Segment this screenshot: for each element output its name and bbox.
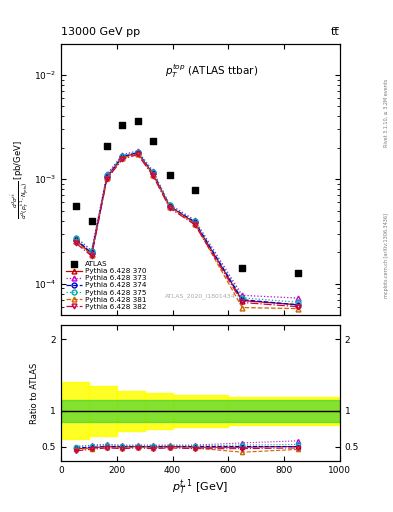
Pythia 6.428 373: [167, 201, 172, 207]
Pythia 6.428 373: [296, 295, 301, 301]
ATLAS: [119, 121, 125, 129]
Legend: ATLAS, Pythia 6.428 370, Pythia 6.428 373, Pythia 6.428 374, Pythia 6.428 375, P: ATLAS, Pythia 6.428 370, Pythia 6.428 37…: [64, 260, 148, 311]
ATLAS: [104, 141, 110, 150]
Pythia 6.428 375: [296, 299, 301, 305]
ATLAS: [295, 269, 301, 278]
Pythia 6.428 374: [74, 237, 79, 243]
Pythia 6.428 374: [135, 150, 140, 156]
Text: Rivet 3.1.10, ≥ 3.2M events: Rivet 3.1.10, ≥ 3.2M events: [384, 78, 389, 147]
ATLAS: [167, 171, 173, 179]
Pythia 6.428 374: [151, 170, 155, 176]
Line: Pythia 6.428 370: Pythia 6.428 370: [74, 150, 301, 307]
Pythia 6.428 381: [120, 155, 125, 161]
Pythia 6.428 381: [105, 175, 109, 181]
Line: Pythia 6.428 381: Pythia 6.428 381: [74, 151, 301, 311]
Pythia 6.428 381: [167, 204, 172, 210]
Pythia 6.428 373: [151, 168, 155, 174]
Bar: [61, 400, 340, 421]
Text: mcplots.cern.ch [arXiv:1306.3436]: mcplots.cern.ch [arXiv:1306.3436]: [384, 214, 389, 298]
Pythia 6.428 381: [240, 305, 244, 311]
Text: $p_T^{top}$ (ATLAS ttbar): $p_T^{top}$ (ATLAS ttbar): [165, 62, 258, 80]
Pythia 6.428 374: [240, 296, 244, 303]
Y-axis label: Ratio to ATLAS: Ratio to ATLAS: [30, 362, 39, 423]
Text: 13000 GeV pp: 13000 GeV pp: [61, 27, 140, 37]
Pythia 6.428 382: [296, 304, 301, 310]
Pythia 6.428 370: [74, 238, 79, 244]
Pythia 6.428 374: [89, 250, 94, 256]
Pythia 6.428 370: [193, 220, 197, 226]
Pythia 6.428 373: [120, 152, 125, 158]
Pythia 6.428 373: [240, 292, 244, 298]
Pythia 6.428 382: [240, 300, 244, 306]
Pythia 6.428 375: [120, 153, 125, 159]
Text: ATLAS_2020_I1801434: ATLAS_2020_I1801434: [165, 293, 236, 298]
Pythia 6.428 382: [167, 205, 172, 211]
Line: Pythia 6.428 373: Pythia 6.428 373: [74, 148, 301, 301]
Pythia 6.428 370: [89, 251, 94, 257]
X-axis label: $p_T^{t,1}$ [GeV]: $p_T^{t,1}$ [GeV]: [172, 477, 229, 498]
Pythia 6.428 373: [105, 172, 109, 178]
Line: Pythia 6.428 382: Pythia 6.428 382: [74, 152, 301, 309]
ATLAS: [88, 217, 95, 225]
Pythia 6.428 382: [74, 241, 79, 247]
Pythia 6.428 382: [105, 176, 109, 182]
Pythia 6.428 375: [89, 248, 94, 254]
Line: Pythia 6.428 375: Pythia 6.428 375: [74, 150, 301, 305]
ATLAS: [239, 264, 245, 272]
Pythia 6.428 373: [74, 234, 79, 241]
Pythia 6.428 375: [167, 202, 172, 208]
Text: tt̅: tt̅: [331, 27, 340, 37]
Pythia 6.428 382: [120, 156, 125, 162]
Pythia 6.428 370: [135, 150, 140, 156]
Pythia 6.428 375: [105, 172, 109, 178]
Pythia 6.428 370: [167, 203, 172, 209]
Pythia 6.428 370: [296, 302, 301, 308]
Y-axis label: $\frac{d^2\sigma^{t\bar{t}}}{d^2(p_T^{t,1}\!\cdot\!N_\mathrm{jets})}$ [pb/GeV]: $\frac{d^2\sigma^{t\bar{t}}}{d^2(p_T^{t,…: [9, 140, 31, 219]
Line: Pythia 6.428 374: Pythia 6.428 374: [74, 150, 301, 307]
Pythia 6.428 381: [296, 306, 301, 312]
Pythia 6.428 381: [193, 221, 197, 227]
Pythia 6.428 381: [151, 172, 155, 178]
Pythia 6.428 382: [193, 222, 197, 228]
Pythia 6.428 382: [135, 152, 140, 158]
ATLAS: [150, 137, 156, 145]
Pythia 6.428 375: [240, 295, 244, 301]
Pythia 6.428 374: [120, 154, 125, 160]
Pythia 6.428 374: [296, 302, 301, 308]
Pythia 6.428 375: [74, 234, 79, 241]
Pythia 6.428 381: [74, 239, 79, 245]
ATLAS: [134, 117, 141, 125]
Pythia 6.428 375: [135, 148, 140, 155]
Pythia 6.428 370: [240, 297, 244, 304]
Pythia 6.428 374: [105, 174, 109, 180]
Pythia 6.428 381: [89, 252, 94, 258]
ATLAS: [73, 202, 79, 210]
ATLAS: [192, 186, 198, 195]
Pythia 6.428 373: [135, 148, 140, 154]
Pythia 6.428 374: [193, 219, 197, 225]
Pythia 6.428 375: [193, 218, 197, 224]
Pythia 6.428 382: [89, 253, 94, 259]
Pythia 6.428 374: [167, 203, 172, 209]
Pythia 6.428 375: [151, 169, 155, 175]
Pythia 6.428 373: [89, 247, 94, 253]
Pythia 6.428 370: [105, 174, 109, 180]
Pythia 6.428 370: [120, 155, 125, 161]
Pythia 6.428 381: [135, 151, 140, 157]
Pythia 6.428 370: [151, 170, 155, 177]
Pythia 6.428 382: [151, 173, 155, 179]
Pythia 6.428 373: [193, 217, 197, 223]
